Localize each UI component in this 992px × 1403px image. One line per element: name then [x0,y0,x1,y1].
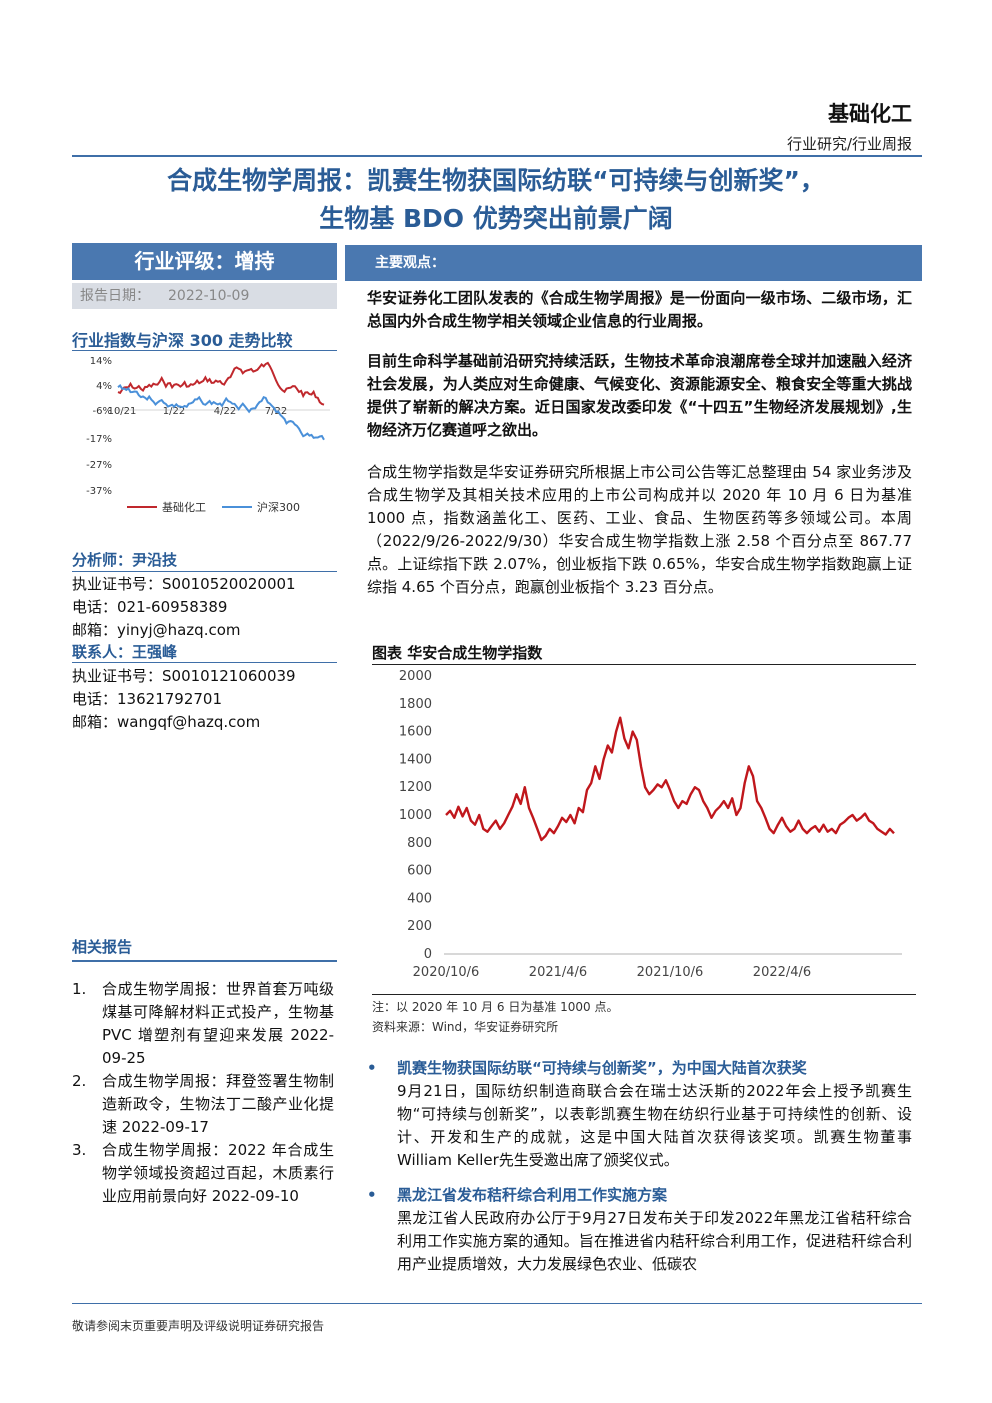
x-tick-label: 2020/10/6 [413,965,480,980]
y-tick-label: 4% [96,381,112,392]
related-item-text: 合成生物学周报：2022 年合成生物学领域投资超过百起，木质素行业应用前景向好 … [102,1141,334,1205]
chart-source: 资料来源：Wind，华安证券研究所 [372,1020,559,1034]
y-tick-label: 400 [407,891,432,906]
contact-cert-label: 执业证书号： [72,667,163,685]
index-chart-top-rule [372,664,916,665]
related-item[interactable]: 2. 合成生物学周报：拜登签署生物制造新政令，生物法丁二酸产业化提速 2022-0… [72,1070,334,1139]
series-line-csi300 [117,384,325,441]
analyst-email[interactable]: yinyj@hazq.com [117,621,241,639]
y-tick-label: 800 [407,836,432,851]
legend-label-chem: 基础化工 [162,500,206,514]
related-item-number: 2. [72,1072,87,1090]
x-tick-label: 2021/10/6 [637,965,704,980]
contact-title: 联系人：王强峰 [72,643,178,661]
y-tick-label: 200 [407,919,432,934]
y-tick-label: 1400 [399,752,432,767]
news-body: 黑龙江省人民政府办公厅于9月27日发布关于印发2022年黑龙江省秸秆综合利用工作… [397,1209,912,1273]
x-tick-label: 4/22 [214,406,236,417]
contact-info: 执业证书号：S0010121060039 电话：13621792701 邮箱：w… [72,665,296,734]
x-tick-label: 2021/4/6 [529,965,587,980]
analyst-info: 执业证书号：S0010520020001 电话：021-60958389 邮箱：… [72,573,296,642]
series-line-chem [117,361,325,406]
analyst-phone-label: 电话： [72,598,118,616]
industry-name: 基础化工 [828,101,912,126]
y-tick-label: -27% [86,460,112,471]
index-chart-bottom-rule [372,994,916,995]
news-body: 9月21日，国际纺织制造商联合会在瑞士达沃斯的2022年会上授予凯赛生物“可持续… [397,1082,912,1169]
date-label: 报告日期： [80,288,150,304]
related-item[interactable]: 1. 合成生物学周报：世界首套万吨级煤基可降解材料正式投产，生物基 PVC 增塑剂… [72,978,334,1070]
analyst-title: 分析师：尹沿技 [72,551,178,569]
news-headline: 黑龙江省发布秸秆综合利用工作实施方案 [367,1184,912,1207]
related-title: 相关报告 [72,938,133,956]
related-item-text: 合成生物学周报：世界首套万吨级煤基可降解材料正式投产，生物基 PVC 增塑剂有望… [102,980,334,1067]
y-tick-label: 1200 [399,780,432,795]
news-item: 黑龙江省发布秸秆综合利用工作实施方案 黑龙江省人民政府办公厅于9月27日发布关于… [367,1184,912,1276]
related-item-text: 合成生物学周报：拜登签署生物制造新政令，生物法丁二酸产业化提速 2022-09-… [102,1072,334,1136]
x-tick-label: 10/21 [108,406,137,417]
related-item-number: 3. [72,1141,87,1159]
x-tick-label: 1/22 [163,406,185,417]
contact-divider [72,662,337,663]
comparison-divider [72,350,337,351]
comparison-title: 行业指数与沪深 300 走势比较 [72,331,293,350]
contact-phone-label: 电话： [72,690,118,708]
y-tick-label: 0 [424,947,432,962]
main-views-header: 主要观点： [345,245,922,281]
analyst-phone: 021-60958389 [117,598,228,616]
index-series-line [445,716,895,842]
date-value: 2022-10-09 [168,288,250,304]
footer-disclaimer: 敬请参阅末页重要声明及评级说明证券研究报告 [72,1319,325,1333]
y-tick-label: -6% [93,406,112,417]
industry-rating: 行业评级：增持 [72,243,337,280]
report-type: 行业研究/行业周报 [786,135,912,153]
report-title-line1: 合成生物学周报：凯赛生物获国际纺联“可持续与创新奖”， [167,166,825,195]
y-tick-label: 1000 [399,808,432,823]
contact-email-label: 邮箱： [72,713,118,731]
contact-email[interactable]: wangqf@hazq.com [117,713,261,731]
y-tick-label: -17% [86,434,112,445]
y-tick-label: -37% [86,486,112,497]
analyst-cert: S0010520020001 [162,575,296,593]
y-tick-label: 14% [90,356,112,367]
comparison-chart: 14%4%-6%-17%-27%-37% 10/21 1/22 4/22 7/22 基… [86,356,330,514]
news-item: 凯赛生物获国际纺联“可持续与创新奖”，为中国大陆首次获奖 9月21日，国际纺织制… [367,1057,912,1172]
related-divider [72,960,337,962]
legend-label-csi300: 沪深300 [257,500,300,514]
y-tick-label: 600 [407,864,432,879]
related-list: 1. 合成生物学周报：世界首套万吨级煤基可降解材料正式投产，生物基 PVC 增塑剂… [72,978,334,1208]
related-item[interactable]: 3. 合成生物学周报：2022 年合成生物学领域投资超过百起，木质素行业应用前景向… [72,1139,334,1208]
contact-phone: 13621792701 [117,690,222,708]
header-divider [72,155,922,157]
report-title-line2: 生物基 BDO 优势突出前景广阔 [319,204,673,233]
report-date: 报告日期： 2022-10-09 [72,283,337,309]
y-tick-label: 1600 [399,725,432,740]
index-paragraph: 合成生物学指数是华安证券研究所根据上市公司公告等汇总整理由 54 家业务涉及合成… [367,463,912,596]
analyst-email-label: 邮箱： [72,621,118,639]
intro-paragraph: 华安证券化工团队发表的《合成生物学周报》是一份面向一级市场、二级市场，汇总国内外… [367,289,912,330]
chart-note: 注：以 2020 年 10 月 6 日为基准 1000 点。 [372,1000,619,1014]
x-tick-label: 2022/4/6 [753,965,811,980]
analyst-cert-label: 执业证书号： [72,575,163,593]
footer-divider [72,1303,922,1304]
background-paragraph: 目前生命科学基础前沿研究持续活跃，生物技术革命浪潮席卷全球并加速融入经济社会发展… [367,352,912,439]
related-item-number: 1. [72,980,87,998]
analyst-divider [72,571,337,572]
y-tick-label: 1800 [399,697,432,712]
news-headline: 凯赛生物获国际纺联“可持续与创新奖”，为中国大陆首次获奖 [367,1057,912,1080]
y-tick-label: 2000 [399,669,432,684]
index-chart-title: 图表 华安合成生物学指数 [372,644,543,662]
contact-cert: S0010121060039 [162,667,296,685]
